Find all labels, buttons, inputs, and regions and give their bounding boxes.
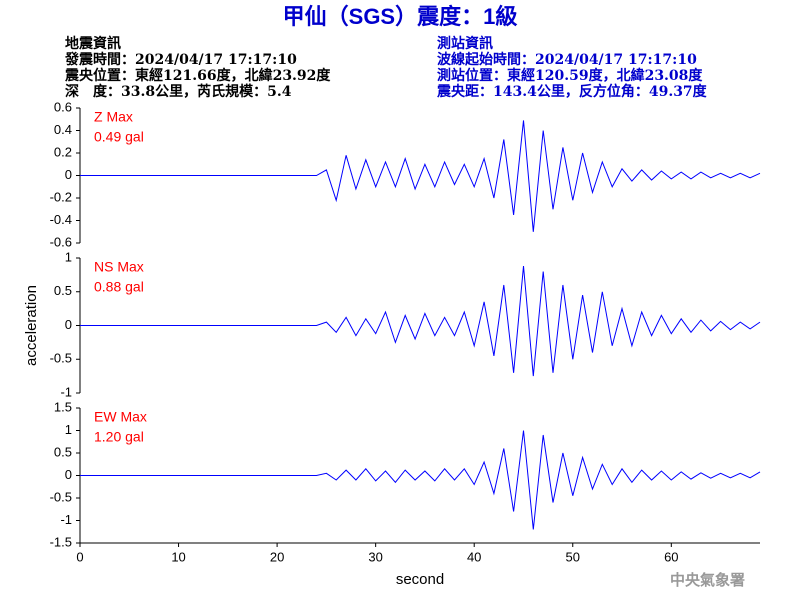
info-right: 測站位置：東經120.59度，北緯23.08度 <box>437 67 703 84</box>
y-tick-label: -1.5 <box>50 534 72 549</box>
y-tick-label: -0.5 <box>50 489 72 504</box>
y-tick-label: 1 <box>65 422 72 437</box>
y-tick-label: 0 <box>65 317 72 332</box>
y-tick-label: -1 <box>60 512 72 527</box>
x-tick-label: 50 <box>566 549 580 564</box>
info-right: 波線起始時間：2024/04/17 17:17:10 <box>437 51 697 68</box>
y-tick-label: -0.2 <box>50 189 72 204</box>
y-axis-label: acceleration <box>23 285 40 366</box>
y-tick-label: 0.5 <box>54 283 72 298</box>
footer: 中央氣象署 <box>670 571 745 589</box>
y-tick-label: 0 <box>65 467 72 482</box>
waveform <box>80 120 761 232</box>
max-annotation: EW Max <box>94 409 147 425</box>
waveform <box>80 430 761 530</box>
info-left: 震央位置：東經121.66度，北緯23.92度 <box>64 67 331 84</box>
max-annotation: NS Max <box>94 259 144 275</box>
max-annotation: 0.49 gal <box>94 129 144 145</box>
x-tick-label: 0 <box>76 549 83 564</box>
title: 甲仙（SGS）震度：1級 <box>283 4 518 29</box>
max-annotation: 1.20 gal <box>94 429 144 445</box>
info-right: 震央距：143.4公里，反方位角：49.37度 <box>436 83 708 100</box>
y-tick-label: -0.4 <box>50 212 72 227</box>
max-annotation: 0.88 gal <box>94 279 144 295</box>
waveform <box>80 266 761 377</box>
y-tick-label: 1.5 <box>54 399 72 414</box>
info-left: 深 度：33.8公里，芮氏規模：5.4 <box>65 83 292 100</box>
info-right: 測站資訊 <box>437 35 493 52</box>
y-tick-label: 0.6 <box>54 99 72 114</box>
x-tick-label: 60 <box>664 549 678 564</box>
y-tick-label: 1 <box>65 249 72 264</box>
x-tick-label: 20 <box>270 549 284 564</box>
y-tick-label: -0.5 <box>50 351 72 366</box>
y-tick-label: 0.4 <box>54 122 72 137</box>
y-tick-label: -1 <box>60 384 72 399</box>
x-axis-label: second <box>396 571 444 588</box>
info-left: 地震資訊 <box>65 35 121 52</box>
y-tick-label: -0.6 <box>50 234 72 249</box>
x-tick-label: 30 <box>368 549 382 564</box>
x-tick-label: 10 <box>171 549 185 564</box>
max-annotation: Z Max <box>94 109 133 125</box>
info-left: 發震時間：2024/04/17 17:17:10 <box>64 51 297 68</box>
x-tick-label: 40 <box>467 549 481 564</box>
y-tick-label: 0.5 <box>54 444 72 459</box>
y-tick-label: 0 <box>65 167 72 182</box>
y-tick-label: 0.2 <box>54 144 72 159</box>
